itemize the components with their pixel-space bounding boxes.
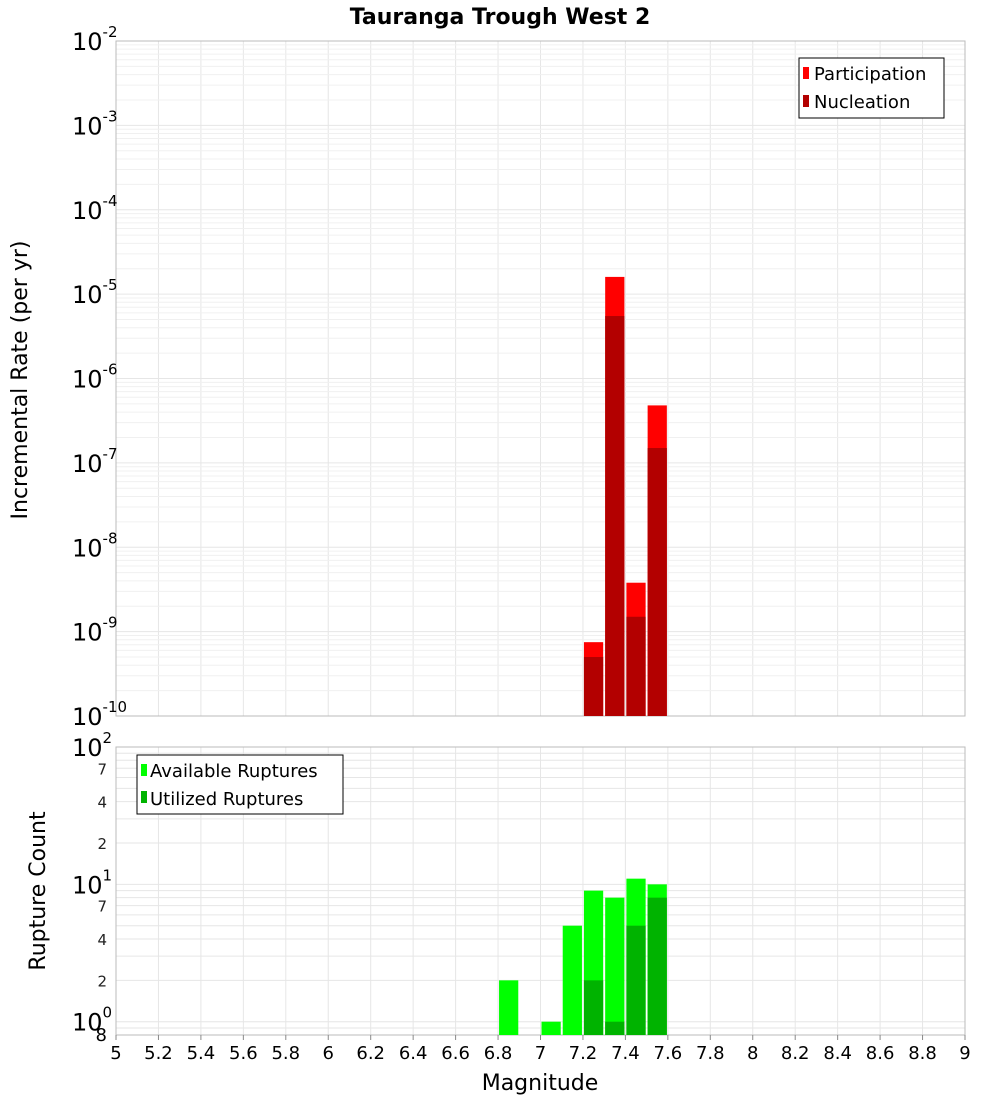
rate-bar-nucleation	[626, 616, 646, 716]
rate-y-tick-label: 10-9	[72, 614, 118, 647]
count-bar-utilized-ruptures	[583, 980, 604, 1035]
x-tick-label: 7.8	[696, 1043, 725, 1064]
rate-y-tick-label: 10-4	[72, 192, 118, 225]
count-y-minor-tick-label: 8	[96, 1025, 107, 1046]
x-tick-label: 5.4	[187, 1043, 216, 1064]
x-tick-label: 8	[747, 1043, 758, 1064]
rate-bar-nucleation	[583, 657, 604, 716]
rate-y-tick-label: 10-2	[72, 23, 118, 56]
rate-y-axis-label: Incremental Rate (per yr)	[8, 241, 33, 520]
x-tick-label: 7.2	[569, 1043, 598, 1064]
x-tick-label: 5.2	[144, 1043, 173, 1064]
legend-label-available: Available Ruptures	[150, 761, 318, 782]
count-y-tick-label: 101	[72, 866, 112, 899]
count-bars	[499, 878, 667, 1035]
rate-legend: Participation Nucleation	[798, 57, 945, 119]
x-tick-label: 8.4	[823, 1043, 852, 1064]
rate-bars	[583, 276, 667, 716]
x-tick-label: 6.4	[399, 1043, 428, 1064]
rate-bar-nucleation	[605, 316, 625, 716]
rate-bar-nucleation	[647, 448, 667, 716]
x-tick-label: 8.2	[781, 1043, 810, 1064]
rate-y-tick-label: 10-7	[72, 445, 118, 478]
count-bar-utilized-ruptures	[605, 1021, 625, 1035]
count-y-tick-label: 102	[72, 729, 112, 762]
legend-swatch-utilized	[141, 791, 147, 803]
rate-y-ticks: 10-10 10-9 10-8 10-7 10-6 10-5 10-4 10-3 10-2	[72, 23, 127, 731]
x-tick-label: 7.6	[654, 1043, 683, 1064]
rate-panel: 10-10 10-9 10-8 10-7 10-6 10-5 10-4 10-3 10-2 In…	[8, 23, 966, 731]
count-y-axis-label: Rupture Count	[26, 811, 51, 971]
rate-y-tick-label: 10-6	[72, 361, 118, 394]
x-tick-label: 8.6	[866, 1043, 895, 1064]
count-bar-available-ruptures	[541, 1021, 561, 1035]
x-tick-label: 7	[535, 1043, 546, 1064]
count-panel: 100 101 102 8 2 4 7 2 4 7 Rupture Count Available…	[26, 729, 966, 1046]
x-tick-label: 7.4	[611, 1043, 640, 1064]
count-legend-box	[136, 754, 344, 815]
chart-title: Tauranga Trough West 2	[350, 5, 651, 30]
x-axis: 5 5.2 5.4 5.6 5.8 6 6.2 6.4 6.6 6.8 7 7.2 7.4 7.6 7.8 8…	[110, 1035, 971, 1064]
count-bar-utilized-ruptures	[647, 897, 667, 1035]
x-tick-label: 6.2	[356, 1043, 385, 1064]
x-tick-label: 6.6	[441, 1043, 470, 1064]
count-y-minor-tick-label: 4	[97, 931, 107, 949]
x-tick-label: 5.6	[229, 1043, 258, 1064]
x-tick-label: 6.8	[484, 1043, 513, 1064]
count-bar-available-ruptures	[499, 980, 519, 1035]
rate-legend-box	[798, 57, 945, 119]
count-bar-available-ruptures	[562, 925, 582, 1035]
legend-swatch-nucleation	[803, 95, 809, 107]
rate-y-tick-label: 10-5	[72, 276, 118, 309]
count-y-minor-tick-label: 7	[97, 760, 107, 778]
rate-y-tick-label: 10-8	[72, 529, 118, 562]
legend-swatch-available	[141, 764, 147, 776]
rate-plot-frame	[115, 40, 966, 717]
legend-label-utilized: Utilized Ruptures	[150, 789, 303, 810]
x-tick-label: 5	[110, 1043, 121, 1064]
count-bar-utilized-ruptures	[626, 925, 646, 1035]
count-y-minor-tick-label: 4	[97, 794, 107, 812]
x-tick-label: 5.8	[271, 1043, 300, 1064]
rate-y-tick-label: 10-3	[72, 107, 118, 140]
legend-label-nucleation: Nucleation	[814, 92, 910, 113]
count-y-tick-label: 100	[72, 1004, 112, 1037]
x-axis-label: Magnitude	[482, 1071, 599, 1096]
legend-label-participation: Participation	[814, 64, 926, 85]
count-y-minor-tick-label: 7	[97, 898, 107, 916]
count-y-minor-tick-label: 2	[97, 972, 107, 990]
rate-grid	[115, 41, 966, 717]
count-legend: Available Ruptures Utilized Ruptures	[136, 754, 344, 815]
legend-swatch-participation	[803, 67, 809, 79]
count-y-minor-tick-label: 2	[97, 835, 107, 853]
rate-y-tick-label: 10-10	[72, 698, 127, 731]
x-tick-label: 6	[323, 1043, 334, 1064]
count-y-ticks: 100 101 102 8 2 4 7 2 4 7	[72, 729, 112, 1046]
x-tick-label: 9	[959, 1043, 970, 1064]
x-tick-label: 8.8	[908, 1043, 937, 1064]
count-bar-available-ruptures	[605, 897, 625, 1035]
